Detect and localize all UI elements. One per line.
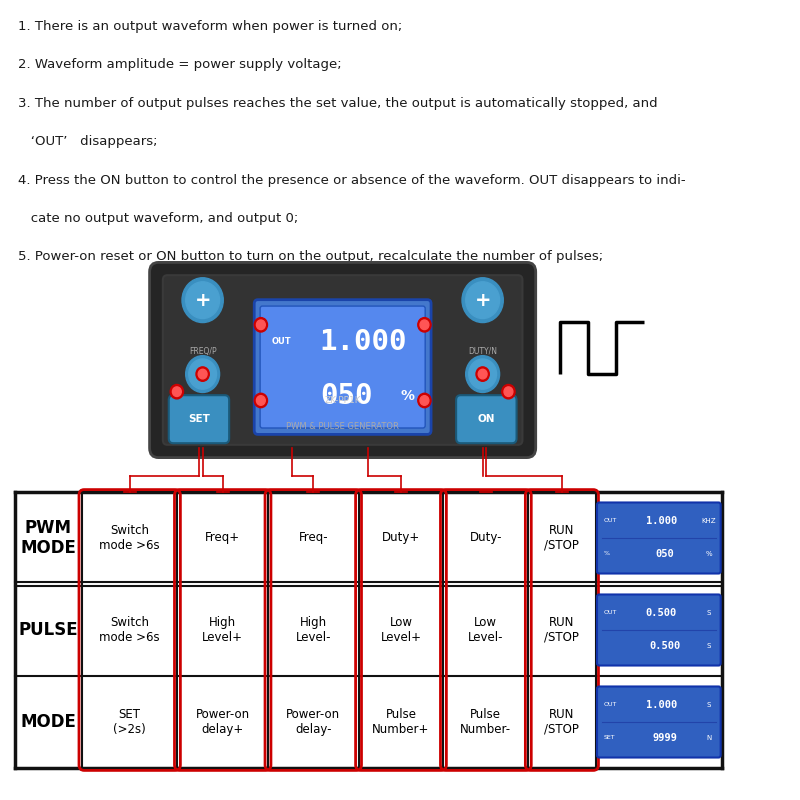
Text: S: S xyxy=(706,643,711,649)
Text: PULSE: PULSE xyxy=(18,621,78,639)
Text: RUN
/STOP: RUN /STOP xyxy=(545,524,579,552)
Text: 4. Press the ON button to control the presence or absence of the waveform. OUT d: 4. Press the ON button to control the pr… xyxy=(18,174,686,186)
Text: −: − xyxy=(195,365,210,383)
Circle shape xyxy=(186,282,219,318)
Text: Freq-: Freq- xyxy=(298,531,328,545)
Text: RUN
/STOP: RUN /STOP xyxy=(545,616,579,644)
FancyBboxPatch shape xyxy=(169,395,229,443)
Text: OUT: OUT xyxy=(604,702,617,707)
Circle shape xyxy=(504,387,513,397)
Text: PWM & PULSE GENERATOR: PWM & PULSE GENERATOR xyxy=(286,422,399,431)
Text: N: N xyxy=(706,735,711,741)
FancyBboxPatch shape xyxy=(597,594,721,666)
Text: KHZ: KHZ xyxy=(702,518,716,524)
Text: Pulse
Number+: Pulse Number+ xyxy=(372,708,430,736)
Text: 1.000: 1.000 xyxy=(646,700,677,710)
Text: 050: 050 xyxy=(320,382,372,410)
Circle shape xyxy=(466,356,500,393)
Circle shape xyxy=(502,385,515,399)
Text: 1. There is an output waveform when power is turned on;: 1. There is an output waveform when powe… xyxy=(18,20,402,33)
Text: 1.000: 1.000 xyxy=(319,328,406,356)
Text: S: S xyxy=(706,702,711,708)
Circle shape xyxy=(469,359,497,389)
Text: 050: 050 xyxy=(655,549,674,559)
Text: Pulse
Number-: Pulse Number- xyxy=(460,708,511,736)
Text: OUT: OUT xyxy=(271,337,290,346)
Circle shape xyxy=(189,359,217,389)
Text: SET: SET xyxy=(604,735,615,740)
Text: High
Level-: High Level- xyxy=(295,616,331,644)
Circle shape xyxy=(420,396,429,406)
Text: −: − xyxy=(475,365,490,383)
Text: +: + xyxy=(474,290,491,310)
Text: Low
Level+: Low Level+ xyxy=(381,616,422,644)
Text: 3. The number of output pulses reaches the set value, the output is automaticall: 3. The number of output pulses reaches t… xyxy=(18,97,658,110)
Text: MODE: MODE xyxy=(21,713,76,731)
FancyBboxPatch shape xyxy=(260,306,425,428)
Text: Switch
mode >6s: Switch mode >6s xyxy=(99,524,160,552)
Text: Duty+: Duty+ xyxy=(382,531,420,545)
Text: 0.500: 0.500 xyxy=(646,608,677,618)
Text: FREQ/P: FREQ/P xyxy=(189,346,217,356)
Text: ZK-PP1K: ZK-PP1K xyxy=(324,396,361,405)
Circle shape xyxy=(196,367,210,382)
FancyBboxPatch shape xyxy=(163,275,522,445)
Text: 2. Waveform amplitude = power supply voltage;: 2. Waveform amplitude = power supply vol… xyxy=(18,58,342,71)
Circle shape xyxy=(418,318,431,332)
Text: ON: ON xyxy=(478,414,495,424)
FancyBboxPatch shape xyxy=(456,395,517,443)
FancyBboxPatch shape xyxy=(597,686,721,758)
Text: Low
Level-: Low Level- xyxy=(468,616,504,644)
Text: 1.000: 1.000 xyxy=(646,516,677,526)
Circle shape xyxy=(466,282,499,318)
Text: 0.500: 0.500 xyxy=(649,641,681,651)
Text: DUTY/N: DUTY/N xyxy=(468,346,497,356)
Text: 5. Power-on reset or ON button to turn on the output, recalculate the number of : 5. Power-on reset or ON button to turn o… xyxy=(18,250,603,263)
Text: PWM
MODE: PWM MODE xyxy=(21,518,76,558)
Circle shape xyxy=(418,394,431,408)
Text: OUT: OUT xyxy=(604,518,617,523)
Circle shape xyxy=(462,278,503,322)
Text: SET
(>2s): SET (>2s) xyxy=(114,708,146,736)
FancyBboxPatch shape xyxy=(597,502,721,574)
Text: Power-on
delay+: Power-on delay+ xyxy=(196,708,250,736)
Bar xyxy=(14,492,722,768)
FancyBboxPatch shape xyxy=(150,262,536,458)
Text: SET: SET xyxy=(188,414,210,424)
Circle shape xyxy=(186,356,219,393)
FancyBboxPatch shape xyxy=(254,300,431,434)
Text: ‘OUT’   disappears;: ‘OUT’ disappears; xyxy=(18,135,158,148)
Text: Switch
mode >6s: Switch mode >6s xyxy=(99,616,160,644)
Text: Freq+: Freq+ xyxy=(205,531,240,545)
Text: S: S xyxy=(706,610,711,616)
Text: Duty-: Duty- xyxy=(470,531,502,545)
Circle shape xyxy=(478,370,487,379)
Text: %: % xyxy=(604,551,610,556)
Circle shape xyxy=(173,387,182,397)
Text: 9999: 9999 xyxy=(652,733,678,743)
Circle shape xyxy=(257,396,266,406)
Text: OUT: OUT xyxy=(604,610,617,615)
Circle shape xyxy=(476,367,490,382)
Circle shape xyxy=(254,318,267,332)
Text: High
Level+: High Level+ xyxy=(202,616,243,644)
Circle shape xyxy=(170,385,183,399)
Circle shape xyxy=(198,370,207,379)
Text: cate no output waveform, and output 0;: cate no output waveform, and output 0; xyxy=(18,212,298,225)
Text: Power-on
delay-: Power-on delay- xyxy=(286,708,340,736)
Text: RUN
/STOP: RUN /STOP xyxy=(545,708,579,736)
Circle shape xyxy=(182,278,223,322)
Text: +: + xyxy=(194,290,211,310)
Circle shape xyxy=(254,394,267,408)
Circle shape xyxy=(257,320,266,330)
Circle shape xyxy=(420,320,429,330)
Text: %: % xyxy=(706,551,712,557)
Text: %: % xyxy=(400,389,414,403)
